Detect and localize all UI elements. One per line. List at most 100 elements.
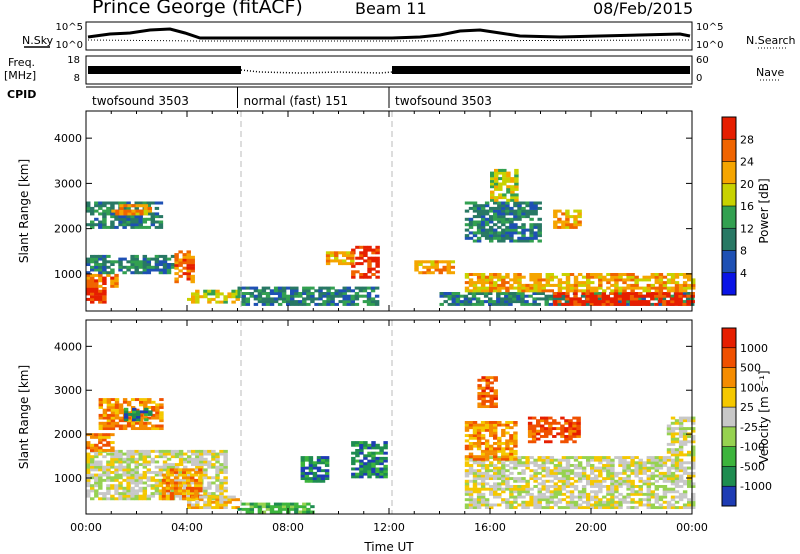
heatmap-cell: [150, 201, 156, 205]
heatmap-cell: [606, 474, 611, 478]
heatmap-cell: [576, 421, 581, 425]
heatmap-cell: [367, 264, 372, 268]
heatmap-cell: [484, 231, 490, 235]
heatmap-cell: [191, 481, 196, 485]
heatmap-cell: [306, 302, 311, 306]
heatmap-cell: [468, 444, 474, 448]
heatmap-cell: [626, 466, 631, 470]
heatmap-cell: [513, 212, 518, 216]
heatmap-cell: [346, 300, 352, 304]
heatmap-cell: [513, 479, 518, 483]
heatmap-cell: [480, 212, 486, 216]
heatmap-cell: [186, 277, 191, 281]
heatmap-cell: [154, 201, 160, 205]
heatmap-cell: [173, 476, 179, 480]
heatmap-cell: [586, 464, 591, 467]
heatmap-cell: [517, 286, 522, 290]
heatmap-cell: [102, 289, 107, 293]
heatmap-cell: [488, 297, 493, 301]
heatmap-cell: [691, 503, 696, 507]
heatmap-cell: [330, 300, 335, 304]
heatmap-cell: [525, 485, 530, 488]
heatmap-cell: [598, 482, 603, 486]
heatmap-cell: [517, 461, 522, 465]
ytick-label: 3000: [54, 384, 82, 397]
heatmap-cell: [572, 429, 577, 433]
heatmap-cell: [585, 292, 590, 296]
heatmap-cell: [666, 471, 672, 475]
heatmap-cell: [594, 506, 599, 510]
heatmap-cell: [136, 410, 141, 414]
heatmap-cell: [235, 506, 240, 510]
heatmap-cell: [610, 469, 615, 473]
heatmap-cell: [606, 498, 611, 502]
heatmap-cell: [304, 471, 310, 475]
heatmap-cell: [674, 482, 680, 486]
heatmap-cell: [520, 292, 525, 296]
heatmap-cell: [498, 196, 503, 200]
heatmap-cell: [94, 279, 99, 283]
time-axis-label: Time UT: [363, 540, 414, 554]
heatmap-cell: [545, 487, 551, 491]
heatmap-cell: [355, 467, 360, 471]
heatmap-cell: [614, 289, 619, 293]
heatmap-cell: [110, 497, 115, 501]
heatmap-cell: [86, 279, 91, 283]
heatmap-cell: [618, 456, 623, 460]
heatmap-cell: [154, 486, 160, 490]
heatmap-cell: [351, 443, 356, 447]
heatmap-cell: [155, 413, 160, 417]
heatmap-cell: [98, 297, 103, 301]
heatmap-cell: [573, 495, 579, 499]
heatmap-cell: [106, 212, 111, 216]
heatmap-cell: [625, 297, 631, 301]
heatmap-cell: [475, 300, 481, 304]
heatmap-cell: [565, 273, 571, 277]
heatmap-cell: [609, 292, 615, 296]
heatmap-cell: [484, 506, 490, 510]
heatmap-cell: [162, 254, 168, 258]
heatmap-cell: [517, 477, 522, 481]
heatmap-cell: [634, 456, 639, 460]
heatmap-cell: [237, 289, 242, 293]
heatmap-cell: [691, 445, 696, 449]
heatmap-cell: [622, 466, 627, 470]
heatmap-cell: [577, 209, 582, 213]
heatmap-cell: [520, 297, 525, 301]
heatmap-cell: [586, 479, 591, 483]
heatmap-cell: [290, 286, 295, 290]
heatmap-cell: [151, 416, 156, 420]
heatmap-cell: [261, 286, 267, 290]
heatmap-cell: [126, 484, 131, 488]
heatmap-cell: [126, 489, 131, 493]
heatmap-cell: [606, 500, 611, 504]
heatmap-cell: [178, 471, 184, 474]
heatmap-cell: [159, 413, 164, 417]
heatmap-cell: [114, 457, 119, 461]
heatmap-cell: [90, 206, 95, 210]
heatmap-cell: [497, 289, 502, 293]
heatmap-cell: [549, 474, 555, 478]
heatmap-cell: [638, 479, 643, 483]
heatmap-cell: [359, 467, 364, 471]
heatmap-cell: [162, 449, 168, 453]
heatmap-cell: [533, 461, 538, 465]
heatmap-cell: [346, 294, 352, 298]
heatmap-cell: [666, 273, 672, 277]
heatmap-cell: [493, 378, 498, 382]
heatmap-cell: [484, 228, 490, 232]
heatmap-cell: [560, 297, 566, 301]
heatmap-cell: [590, 498, 595, 502]
heatmap-cell: [310, 297, 315, 301]
heatmap-cell: [626, 495, 631, 499]
heatmap-cell: [687, 500, 692, 504]
heatmap-cell: [634, 466, 639, 470]
heatmap-cell: [130, 478, 135, 482]
heatmap-cell: [138, 476, 143, 480]
heatmap-cell: [650, 461, 656, 465]
heatmap-cell: [557, 490, 563, 494]
heatmap-cell: [374, 302, 380, 306]
heatmap-cell: [594, 273, 599, 277]
heatmap-cell: [541, 461, 546, 465]
heatmap-cell: [622, 477, 627, 481]
